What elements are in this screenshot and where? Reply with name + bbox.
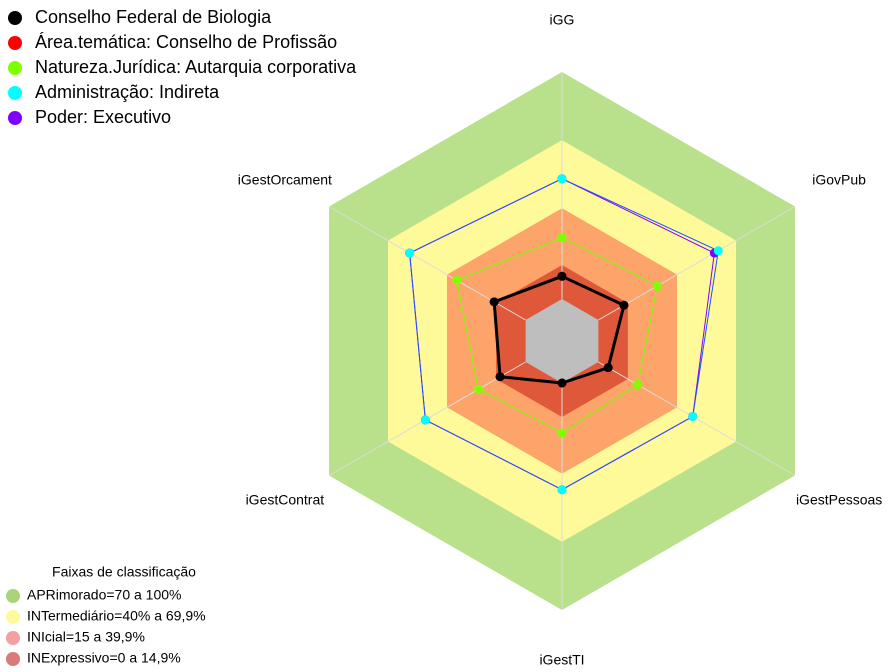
- series-point: [688, 411, 698, 421]
- band-legend-marker: [6, 631, 20, 645]
- legend-marker: [8, 86, 22, 100]
- legend-label: Área.temática: Conselho de Profissão: [35, 32, 337, 52]
- series-point: [495, 372, 505, 382]
- series-point: [713, 246, 723, 256]
- series-point: [557, 428, 567, 438]
- legend-label: Administração: Indireta: [35, 82, 220, 102]
- axis-label: iGestPessoas: [796, 492, 882, 508]
- series-point: [619, 300, 629, 310]
- axis-label: iGestOrcament: [238, 172, 332, 188]
- series-point: [489, 297, 499, 307]
- band-legend-marker: [6, 589, 20, 603]
- series-point: [557, 378, 567, 388]
- band-legend-marker: [6, 652, 20, 666]
- band-legend-label: INIcial=15 a 39,9%: [27, 629, 145, 645]
- series-point: [405, 248, 415, 258]
- legend-marker: [8, 11, 22, 25]
- legend-marker: [8, 111, 22, 125]
- series-point: [452, 275, 462, 285]
- axis-label: iGestTI: [539, 652, 584, 668]
- bands-title: Faixas de classificação: [52, 564, 196, 580]
- legend-label: Natureza.Jurídica: Autarquia corporativa: [35, 57, 357, 77]
- series-point: [557, 174, 567, 184]
- series-point: [633, 380, 643, 390]
- legend-marker: [8, 61, 22, 75]
- series-point: [603, 363, 613, 373]
- series-point: [652, 281, 662, 291]
- band-legend-label: INExpressivo=0 a 14,9%: [27, 650, 181, 666]
- axis-label: iGG: [550, 12, 575, 28]
- series-point: [557, 271, 567, 281]
- axis-label: iGestContrat: [246, 492, 325, 508]
- spoke: [598, 206, 796, 321]
- center-hole: [525, 299, 599, 383]
- legend-marker: [8, 36, 22, 50]
- series-point: [557, 485, 567, 495]
- legend-label: Poder: Executivo: [35, 107, 171, 127]
- series-point: [420, 415, 430, 425]
- axis-label: iGovPub: [812, 172, 866, 188]
- series-point: [557, 233, 567, 243]
- series-point: [473, 384, 483, 394]
- legend-label: Conselho Federal de Biologia: [35, 7, 272, 27]
- band-legend-label: INTermediário=40% a 69,9%: [27, 608, 206, 624]
- band-legend-label: APRimorado=70 a 100%: [27, 587, 182, 603]
- band-legend-marker: [6, 610, 20, 624]
- spoke: [598, 361, 796, 476]
